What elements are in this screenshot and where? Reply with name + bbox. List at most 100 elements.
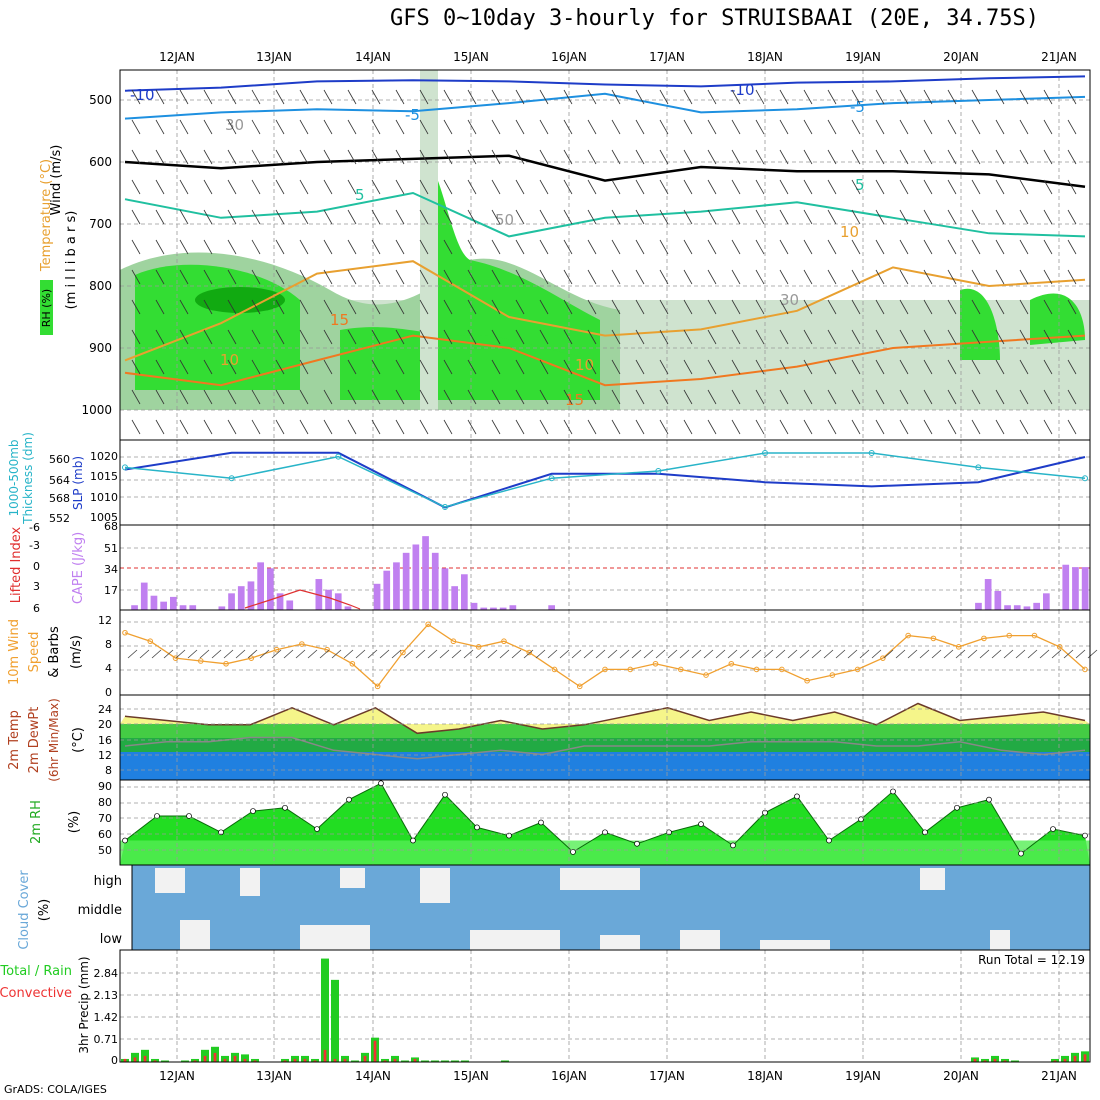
cape-tick: 68 — [104, 520, 118, 533]
wind-barb — [563, 119, 573, 135]
date-label-bottom: 18JAN — [747, 1069, 783, 1083]
wind-barb — [635, 119, 645, 135]
wind-barb — [275, 239, 285, 255]
wind-barb — [971, 359, 981, 375]
wind-barb — [515, 89, 525, 105]
wind-barb — [779, 329, 789, 345]
wind-barb — [823, 649, 834, 659]
wind-barb — [227, 299, 237, 315]
cape-bar — [228, 593, 235, 610]
wind-barb — [875, 179, 885, 195]
rh-shade-green — [420, 159, 600, 360]
contour-label: 5 — [855, 176, 865, 194]
cloud-clear-patch — [155, 868, 185, 893]
wind-barb — [419, 119, 429, 135]
wind-barb — [667, 649, 678, 659]
temp-tick: 8 — [105, 764, 112, 777]
wind-barb — [131, 89, 141, 105]
wind-barb — [371, 209, 381, 225]
wind-barb — [347, 299, 357, 315]
wind-barb — [803, 179, 813, 195]
wind-barb — [323, 329, 333, 345]
wind-barb — [439, 649, 450, 659]
wind-speed-line — [124, 623, 1086, 688]
wind-barb — [683, 419, 693, 435]
wind-barb — [563, 179, 573, 195]
wind-barb — [731, 119, 741, 135]
date-label-bottom: 12JAN — [159, 1069, 195, 1083]
wind-barb — [1019, 359, 1029, 375]
wind-barb — [835, 649, 846, 659]
wind-barb — [683, 239, 693, 255]
wind-barb — [323, 119, 333, 135]
wind-barb — [875, 269, 885, 285]
precip-total-bar — [461, 1060, 469, 1062]
precip-convective-bar — [283, 1060, 287, 1062]
cloud-clear-patch — [680, 930, 720, 950]
wind-barb — [635, 89, 645, 105]
wind-barb — [923, 329, 933, 345]
wind-barb — [515, 179, 525, 195]
precip-convective-bar — [413, 1058, 417, 1062]
wind-barb — [515, 209, 525, 225]
wind-barb — [155, 89, 165, 105]
wind-barb — [587, 359, 597, 375]
wind-barb — [587, 329, 597, 345]
wind-barb — [899, 239, 909, 255]
wind-barb — [803, 419, 813, 435]
date-label-top: 19JAN — [845, 50, 881, 64]
wind-barb — [1039, 649, 1050, 659]
wind-barb — [611, 419, 621, 435]
wind-speed-point — [526, 649, 533, 656]
wind-barb — [323, 359, 333, 375]
wind-barb — [659, 89, 669, 105]
date-label-bottom: 17JAN — [649, 1069, 685, 1083]
date-label-top: 17JAN — [649, 50, 685, 64]
wind-speed-point — [349, 660, 356, 667]
wind-barb — [1019, 149, 1029, 165]
cape-bar — [160, 601, 167, 610]
wind-barb — [395, 149, 405, 165]
li-tick: 3 — [33, 580, 40, 593]
wind-barb — [715, 649, 726, 659]
thickness-line — [124, 452, 1086, 508]
wind-barb — [923, 89, 933, 105]
wind-barb — [611, 299, 621, 315]
wind-barb — [331, 649, 342, 659]
chart-title: GFS 0~10day 3-hourly for STRUISBAAI (20E… — [390, 6, 1040, 31]
wind-barb — [131, 329, 141, 345]
wind-barb — [923, 239, 933, 255]
wind-speed-point — [981, 635, 987, 642]
wind-barb — [227, 239, 237, 255]
precip-tick: 0 — [111, 1054, 118, 1067]
wind-barb — [491, 149, 501, 165]
wind-barb — [203, 239, 213, 255]
pressure-tick: 500 — [89, 93, 112, 107]
wind-barb — [155, 329, 165, 345]
rh2m-point — [954, 804, 960, 811]
cloud-clear-patch — [600, 935, 640, 950]
cape-bar — [1043, 593, 1050, 610]
li-tick: -6 — [29, 521, 40, 534]
cape-bar — [984, 579, 992, 610]
wind-barb — [779, 389, 789, 405]
dewpoint-band — [120, 752, 1090, 780]
wind-barb — [535, 649, 546, 659]
wind-barb — [971, 299, 981, 315]
wind-barb — [499, 649, 510, 659]
cape-bar — [412, 544, 420, 610]
isotherm-15 — [124, 334, 1086, 387]
wind-barb — [323, 269, 333, 285]
rh2m-point — [282, 804, 288, 811]
thickness-tick: 560 — [49, 453, 70, 466]
date-label-top: 15JAN — [453, 50, 489, 64]
precip-tick: 0.71 — [94, 1033, 119, 1046]
wind-barb — [491, 239, 501, 255]
wind-speed-point — [602, 666, 608, 673]
wind-barb — [755, 419, 765, 435]
cloud-clear-patch — [760, 940, 830, 950]
cloud-level-label: high — [94, 874, 122, 889]
wind-barb — [895, 649, 906, 659]
wind-barb — [1015, 649, 1026, 659]
wind-barb — [467, 209, 477, 225]
